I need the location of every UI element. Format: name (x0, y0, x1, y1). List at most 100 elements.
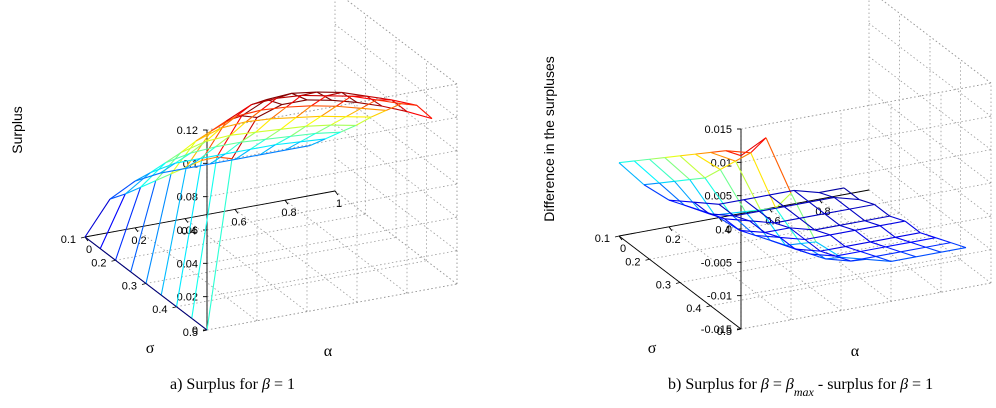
x-tick-label: 0.6 (231, 216, 246, 228)
mesh-edge (795, 248, 821, 252)
mesh-edge (220, 121, 247, 129)
mesh-edge (174, 152, 191, 164)
mesh-edge (230, 121, 247, 136)
x-axis-label: α (851, 343, 860, 360)
x-axis-line (618, 189, 870, 237)
mesh-edge (284, 141, 301, 151)
y-tick-label: 0.3 (122, 281, 137, 293)
side-wall-grid-z (334, 157, 458, 251)
mesh-edge (739, 229, 756, 236)
mesh-edge (870, 236, 896, 243)
mesh-edge (804, 234, 831, 241)
back-wall-grid-z (740, 149, 992, 197)
mesh-edge (710, 150, 726, 153)
z-tick-label: -0.015 (701, 324, 732, 336)
mesh-edge (735, 152, 752, 162)
mesh-edge (159, 162, 176, 174)
mesh-edge (199, 146, 216, 159)
mesh-edge (693, 201, 710, 215)
mesh-edge (300, 138, 326, 143)
mesh-edge (864, 220, 881, 227)
mesh-edge (839, 224, 856, 231)
mesh-edge (744, 211, 771, 241)
mesh-edge (799, 217, 816, 231)
panel-b: 00.20.40.60.80.10.20.30.40.5-0.015-0.01-… (541, 0, 992, 399)
mesh-edge (740, 137, 767, 157)
side-wall-grid-z (868, 89, 992, 184)
mesh-edge (800, 243, 827, 260)
panel-a: 00.20.40.60.810.10.20.30.40.500.020.040.… (9, 0, 458, 393)
mesh-edge (829, 229, 856, 236)
mesh-edge (130, 271, 147, 284)
mesh-edge (649, 158, 675, 182)
mesh-edge (84, 236, 101, 250)
z-tick-label: 0 (726, 224, 732, 236)
mesh-edge (820, 250, 836, 257)
mesh-edge (808, 201, 825, 215)
mesh-edge (345, 107, 362, 118)
mesh-edge (693, 201, 720, 205)
mesh-edge (251, 97, 277, 106)
mesh-edge (739, 229, 765, 234)
mesh-edge (280, 117, 297, 130)
mesh-edge (793, 189, 820, 194)
mesh-edge (134, 172, 151, 182)
mesh-edge (875, 251, 901, 257)
mesh-edge (759, 206, 785, 212)
mesh-edge (234, 148, 251, 160)
y-tick-label: 0.4 (152, 304, 167, 316)
side-wall-grid-z (868, 23, 992, 117)
mesh-edge (391, 99, 408, 112)
mesh-edge (255, 118, 272, 133)
mesh-edge (824, 213, 841, 226)
x-tick-label: 0.2 (665, 234, 680, 246)
mesh-edge (859, 199, 875, 206)
mesh-edge (658, 182, 685, 206)
mesh-edge (184, 158, 201, 170)
mesh-edge (860, 250, 876, 257)
y-tick-label: 0.4 (686, 303, 701, 315)
surface-mesh (84, 91, 433, 331)
mesh-edge (274, 135, 291, 146)
mesh-edge (259, 149, 286, 156)
mesh-edge (235, 104, 252, 117)
mesh-edge (175, 158, 201, 164)
mesh-edge (310, 95, 327, 107)
mesh-edge (925, 246, 942, 253)
mesh-edge (351, 95, 377, 101)
mesh-edge (124, 172, 151, 195)
y-tick-mark (80, 236, 86, 239)
mesh-edge (381, 105, 408, 113)
mesh-edge (130, 180, 157, 273)
mesh-edge (718, 199, 745, 205)
mesh-edge (280, 125, 306, 130)
mesh-edge (825, 258, 851, 262)
mesh-edge (240, 131, 257, 143)
mesh-edge (764, 231, 781, 238)
mesh-edge (900, 251, 917, 258)
mesh-edge (694, 153, 721, 170)
mesh-edge (664, 157, 691, 181)
mesh-edge (770, 239, 796, 250)
mesh-edge (889, 215, 906, 222)
axes (614, 128, 870, 331)
z-axis-label: Surplus (9, 106, 25, 153)
y-axis-label: σ (648, 340, 657, 357)
mesh-edge (729, 211, 746, 214)
mesh-edge (200, 153, 226, 160)
x-axis-label: α (324, 343, 333, 360)
mesh-edge (784, 201, 810, 208)
mesh-edge (890, 256, 917, 262)
mesh-edge (664, 155, 681, 159)
mesh-edge (416, 104, 433, 120)
back-wall-grid-z (740, 249, 992, 297)
mesh-edge (775, 207, 802, 244)
mesh-edge (820, 245, 846, 252)
mesh-edge (920, 232, 936, 239)
mesh-edge (149, 162, 166, 174)
y-tick-mark (614, 235, 620, 238)
mesh-edge (749, 220, 766, 233)
caption: a) Surplus for β = 1 (170, 376, 295, 393)
mesh-edge (290, 125, 307, 137)
side-wall-grid-z (346, 0, 458, 85)
